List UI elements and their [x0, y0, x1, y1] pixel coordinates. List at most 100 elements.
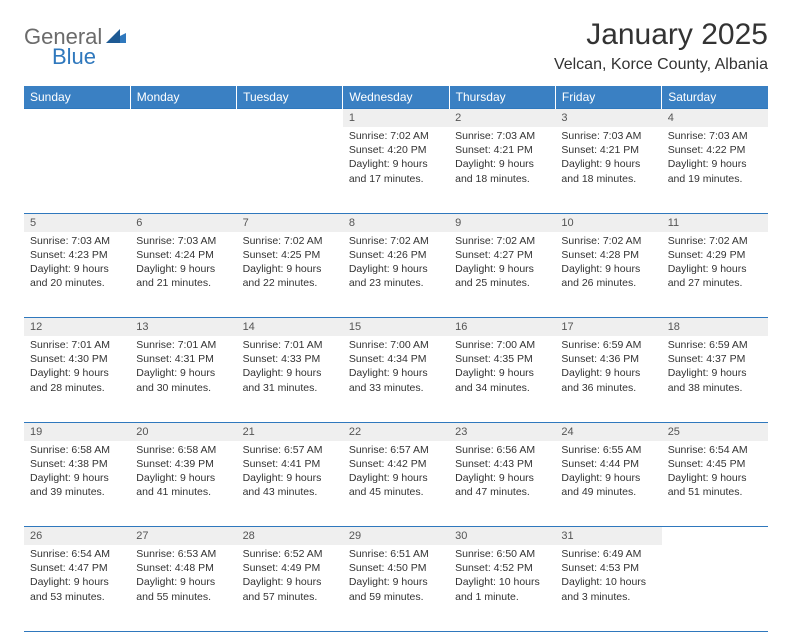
- sunrise-line: Sunrise: 7:03 AM: [561, 129, 655, 143]
- sunrise-line: Sunrise: 7:02 AM: [561, 234, 655, 248]
- day-number: 30: [449, 527, 555, 546]
- logo-blue: Blue: [52, 44, 96, 70]
- sunrise-line: Sunrise: 6:58 AM: [30, 443, 124, 457]
- day-details: Sunrise: 6:59 AMSunset: 4:36 PMDaylight:…: [555, 336, 661, 401]
- week-row: Sunrise: 7:01 AMSunset: 4:30 PMDaylight:…: [24, 336, 768, 422]
- day-cell: [130, 127, 236, 213]
- d1-line: Daylight: 9 hours: [136, 262, 230, 276]
- day-details: Sunrise: 6:52 AMSunset: 4:49 PMDaylight:…: [237, 545, 343, 610]
- day-cell: Sunrise: 7:03 AMSunset: 4:23 PMDaylight:…: [24, 232, 130, 318]
- d2-line: and 51 minutes.: [668, 485, 762, 499]
- day-number: 4: [662, 109, 768, 128]
- d1-line: Daylight: 9 hours: [668, 471, 762, 485]
- sunset-line: Sunset: 4:42 PM: [349, 457, 443, 471]
- day-number: 10: [555, 213, 661, 232]
- d2-line: and 20 minutes.: [30, 276, 124, 290]
- d1-line: Daylight: 9 hours: [455, 471, 549, 485]
- d1-line: Daylight: 9 hours: [561, 471, 655, 485]
- sunrise-line: Sunrise: 7:00 AM: [455, 338, 549, 352]
- day-cell: Sunrise: 6:59 AMSunset: 4:37 PMDaylight:…: [662, 336, 768, 422]
- sunrise-line: Sunrise: 7:01 AM: [30, 338, 124, 352]
- day-cell: Sunrise: 6:54 AMSunset: 4:45 PMDaylight:…: [662, 441, 768, 527]
- day-number: [237, 109, 343, 128]
- sunset-line: Sunset: 4:23 PM: [30, 248, 124, 262]
- day-number: 24: [555, 422, 661, 441]
- day-number: [130, 109, 236, 128]
- sunrise-line: Sunrise: 7:03 AM: [455, 129, 549, 143]
- d1-line: Daylight: 9 hours: [243, 575, 337, 589]
- sunset-line: Sunset: 4:49 PM: [243, 561, 337, 575]
- week-row: Sunrise: 6:54 AMSunset: 4:47 PMDaylight:…: [24, 545, 768, 631]
- day-cell: [662, 545, 768, 631]
- d2-line: and 59 minutes.: [349, 590, 443, 604]
- d2-line: and 22 minutes.: [243, 276, 337, 290]
- d1-line: Daylight: 9 hours: [668, 366, 762, 380]
- page-title: January 2025: [554, 18, 768, 52]
- d2-line: and 28 minutes.: [30, 381, 124, 395]
- day-cell: Sunrise: 7:03 AMSunset: 4:21 PMDaylight:…: [449, 127, 555, 213]
- d2-line: and 36 minutes.: [561, 381, 655, 395]
- d1-line: Daylight: 9 hours: [30, 262, 124, 276]
- day-cell: Sunrise: 6:53 AMSunset: 4:48 PMDaylight:…: [130, 545, 236, 631]
- day-number: 7: [237, 213, 343, 232]
- sunrise-line: Sunrise: 6:52 AM: [243, 547, 337, 561]
- sunset-line: Sunset: 4:53 PM: [561, 561, 655, 575]
- sunset-line: Sunset: 4:22 PM: [668, 143, 762, 157]
- day-cell: Sunrise: 7:02 AMSunset: 4:26 PMDaylight:…: [343, 232, 449, 318]
- sunrise-line: Sunrise: 6:57 AM: [349, 443, 443, 457]
- day-cell: Sunrise: 7:01 AMSunset: 4:33 PMDaylight:…: [237, 336, 343, 422]
- sunrise-line: Sunrise: 6:58 AM: [136, 443, 230, 457]
- day-details: Sunrise: 6:50 AMSunset: 4:52 PMDaylight:…: [449, 545, 555, 610]
- d2-line: and 49 minutes.: [561, 485, 655, 499]
- sunset-line: Sunset: 4:43 PM: [455, 457, 549, 471]
- day-number: 15: [343, 318, 449, 337]
- day-cell: Sunrise: 6:50 AMSunset: 4:52 PMDaylight:…: [449, 545, 555, 631]
- d1-line: Daylight: 9 hours: [561, 366, 655, 380]
- sunset-line: Sunset: 4:27 PM: [455, 248, 549, 262]
- sunset-line: Sunset: 4:26 PM: [349, 248, 443, 262]
- d2-line: and 47 minutes.: [455, 485, 549, 499]
- d2-line: and 21 minutes.: [136, 276, 230, 290]
- sunset-line: Sunset: 4:48 PM: [136, 561, 230, 575]
- sunrise-line: Sunrise: 6:56 AM: [455, 443, 549, 457]
- d2-line: and 26 minutes.: [561, 276, 655, 290]
- weekday-header: Wednesday: [343, 86, 449, 109]
- day-number: [24, 109, 130, 128]
- day-cell: Sunrise: 7:00 AMSunset: 4:34 PMDaylight:…: [343, 336, 449, 422]
- d2-line: and 18 minutes.: [561, 172, 655, 186]
- day-cell: [24, 127, 130, 213]
- day-cell: Sunrise: 6:57 AMSunset: 4:42 PMDaylight:…: [343, 441, 449, 527]
- day-number: 22: [343, 422, 449, 441]
- day-number: 13: [130, 318, 236, 337]
- day-number: 2: [449, 109, 555, 128]
- weekday-header: Saturday: [662, 86, 768, 109]
- d2-line: and 3 minutes.: [561, 590, 655, 604]
- day-cell: Sunrise: 7:03 AMSunset: 4:22 PMDaylight:…: [662, 127, 768, 213]
- day-number: 31: [555, 527, 661, 546]
- sunset-line: Sunset: 4:20 PM: [349, 143, 443, 157]
- d2-line: and 30 minutes.: [136, 381, 230, 395]
- logo-mark-icon: [106, 27, 126, 48]
- title-block: January 2025 Velcan, Korce County, Alban…: [554, 18, 768, 74]
- day-number: 9: [449, 213, 555, 232]
- day-cell: Sunrise: 6:58 AMSunset: 4:39 PMDaylight:…: [130, 441, 236, 527]
- sunrise-line: Sunrise: 6:51 AM: [349, 547, 443, 561]
- day-number: 20: [130, 422, 236, 441]
- d1-line: Daylight: 9 hours: [136, 575, 230, 589]
- day-details: Sunrise: 7:01 AMSunset: 4:31 PMDaylight:…: [130, 336, 236, 401]
- d2-line: and 23 minutes.: [349, 276, 443, 290]
- day-number: 29: [343, 527, 449, 546]
- sunset-line: Sunset: 4:37 PM: [668, 352, 762, 366]
- day-number: 1: [343, 109, 449, 128]
- day-cell: Sunrise: 6:52 AMSunset: 4:49 PMDaylight:…: [237, 545, 343, 631]
- d1-line: Daylight: 9 hours: [455, 262, 549, 276]
- sunset-line: Sunset: 4:35 PM: [455, 352, 549, 366]
- sunset-line: Sunset: 4:50 PM: [349, 561, 443, 575]
- day-cell: [237, 127, 343, 213]
- sunset-line: Sunset: 4:41 PM: [243, 457, 337, 471]
- day-cell: Sunrise: 6:57 AMSunset: 4:41 PMDaylight:…: [237, 441, 343, 527]
- sunset-line: Sunset: 4:39 PM: [136, 457, 230, 471]
- day-cell: Sunrise: 7:02 AMSunset: 4:27 PMDaylight:…: [449, 232, 555, 318]
- day-cell: Sunrise: 7:02 AMSunset: 4:28 PMDaylight:…: [555, 232, 661, 318]
- day-cell: Sunrise: 6:54 AMSunset: 4:47 PMDaylight:…: [24, 545, 130, 631]
